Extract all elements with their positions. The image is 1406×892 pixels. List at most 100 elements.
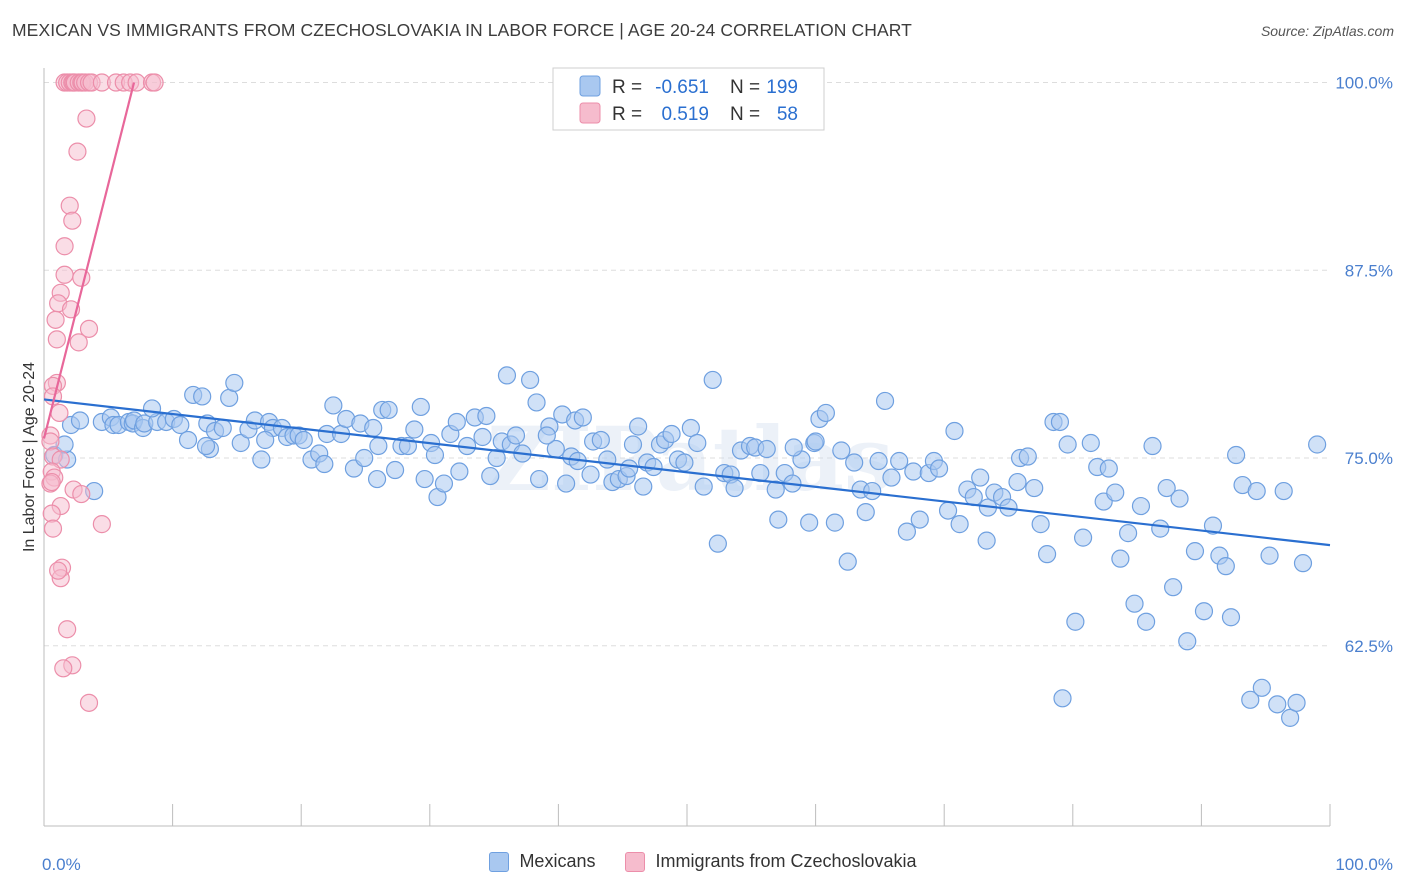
- point-mexicans-43: [324, 396, 343, 415]
- point-mexicans-172: [1143, 436, 1162, 456]
- legend-swatch-blue: [489, 851, 510, 872]
- point-mexicans-28: [225, 373, 244, 393]
- point-mexicans-130: [863, 481, 882, 501]
- point-mexicans-77: [530, 469, 549, 489]
- point-mexicans-57: [411, 397, 430, 417]
- point-mexicans-104: [694, 477, 713, 496]
- point-mexicans-114: [757, 439, 776, 459]
- point-mexicans-123: [816, 403, 835, 423]
- point-mexicans-158: [1050, 412, 1070, 432]
- y-axis-label: In Labor Force | Age 20-24: [21, 362, 38, 552]
- point-mexicans-26: [213, 418, 232, 438]
- source-credit: Source: ZipAtlas.com: [1260, 23, 1394, 39]
- point-mexicans-53: [385, 460, 405, 480]
- point-czechoslovakia-18: [145, 73, 164, 92]
- point-mexicans-134: [890, 451, 909, 471]
- legend-item-mexicans: Mexicans: [489, 851, 595, 872]
- point-czechoslovakia-53: [49, 561, 68, 580]
- legend-n-value-2: 58: [777, 104, 798, 125]
- point-mexicans-171: [1137, 612, 1156, 631]
- legend-r-value-2: 0.519: [661, 104, 709, 125]
- point-czechoslovakia-46: [72, 484, 91, 504]
- point-mexicans-161: [1073, 528, 1093, 547]
- point-mexicans-75: [521, 370, 540, 390]
- point-czechoslovakia-32: [79, 319, 99, 338]
- point-mexicans-207: [256, 430, 275, 450]
- point-mexicans-142: [945, 421, 964, 441]
- point-mexicans-206: [315, 454, 334, 474]
- point-mexicans-176: [1170, 489, 1189, 508]
- point-mexicans-94: [634, 477, 653, 496]
- point-mexicans-160: [1066, 612, 1085, 631]
- point-mexicans-103: [688, 433, 707, 453]
- point-mexicans-153: [1018, 447, 1037, 466]
- point-mexicans-99: [662, 424, 681, 444]
- x-tick-label-min: 0.0%: [42, 855, 81, 874]
- point-mexicans-49: [364, 418, 383, 438]
- point-mexicans-170: [1131, 496, 1151, 516]
- point-mexicans-143: [950, 515, 969, 534]
- point-mexicans-22: [193, 387, 212, 406]
- point-czechoslovakia-30: [69, 333, 88, 352]
- point-mexicans-198: [806, 432, 825, 451]
- point-mexicans-159: [1058, 435, 1077, 454]
- point-mexicans-56: [405, 420, 424, 439]
- trend-lines: [42, 82, 1331, 547]
- point-mexicans-175: [1164, 578, 1183, 597]
- point-mexicans-200: [623, 435, 643, 454]
- point-mexicans-4: [70, 411, 90, 430]
- point-mexicans-191: [1274, 481, 1293, 501]
- point-mexicans-196: [1053, 689, 1072, 708]
- point-mexicans-27: [220, 388, 239, 408]
- point-mexicans-132: [875, 391, 895, 411]
- point-mexicans-81: [557, 474, 576, 493]
- legend-swatch-pink: [625, 851, 646, 872]
- correlation-legend: R = -0.651 N = 199 R = 0.519 N = 58: [552, 67, 825, 131]
- point-mexicans-92: [620, 459, 639, 478]
- legend-n-label-1: N =: [730, 77, 760, 98]
- point-czechoslovakia-29: [46, 310, 65, 329]
- point-mexicans-136: [904, 462, 923, 481]
- point-mexicans-16: [142, 399, 162, 418]
- point-mexicans-154: [1025, 478, 1044, 498]
- point-mexicans-141: [938, 501, 958, 520]
- point-mexicans-208: [196, 436, 216, 456]
- point-mexicans-186: [1241, 690, 1260, 709]
- point-mexicans-180: [1203, 516, 1223, 535]
- point-czechoslovakia-31: [47, 330, 66, 349]
- point-mexicans-137: [910, 510, 929, 529]
- point-mexicans-199: [784, 438, 803, 457]
- point-mexicans-102: [681, 418, 700, 438]
- point-mexicans-166: [1106, 483, 1125, 502]
- point-czechoslovakia-16: [127, 73, 146, 92]
- y-tick-label-0: 62.5%: [1345, 637, 1393, 656]
- point-mexicans-131: [869, 451, 888, 471]
- point-czechoslovakia-20: [68, 142, 87, 161]
- point-mexicans-52: [379, 400, 398, 420]
- grid-lines: [44, 82, 1330, 647]
- point-mexicans-93: [629, 417, 648, 436]
- point-mexicans-71: [497, 366, 517, 385]
- legend-swatch-mexicans: [579, 75, 601, 97]
- point-mexicans-193: [1287, 693, 1306, 712]
- trend-line-mexicans: [43, 398, 1331, 547]
- y-tick-label-2: 87.5%: [1345, 261, 1393, 280]
- legend-swatch-czechoslovakia: [579, 102, 601, 124]
- point-czechoslovakia-24: [55, 265, 74, 284]
- point-mexicans-204: [425, 445, 445, 465]
- point-mexicans-184: [1227, 445, 1246, 465]
- point-mexicans-85: [581, 465, 600, 484]
- point-czechoslovakia-48: [42, 504, 61, 523]
- point-mexicans-140: [929, 459, 949, 478]
- point-mexicans-169: [1125, 594, 1144, 613]
- point-mexicans-179: [1194, 602, 1214, 621]
- point-mexicans-178: [1185, 542, 1205, 561]
- point-mexicans-69: [487, 448, 506, 468]
- point-mexicans-61: [434, 474, 454, 493]
- y-tick-label-1: 75.0%: [1345, 449, 1393, 468]
- point-mexicans-19: [171, 415, 190, 435]
- point-mexicans-64: [450, 462, 469, 481]
- point-czechoslovakia-19: [77, 109, 96, 128]
- point-czechoslovakia-21: [60, 196, 79, 215]
- point-mexicans-202: [537, 426, 556, 445]
